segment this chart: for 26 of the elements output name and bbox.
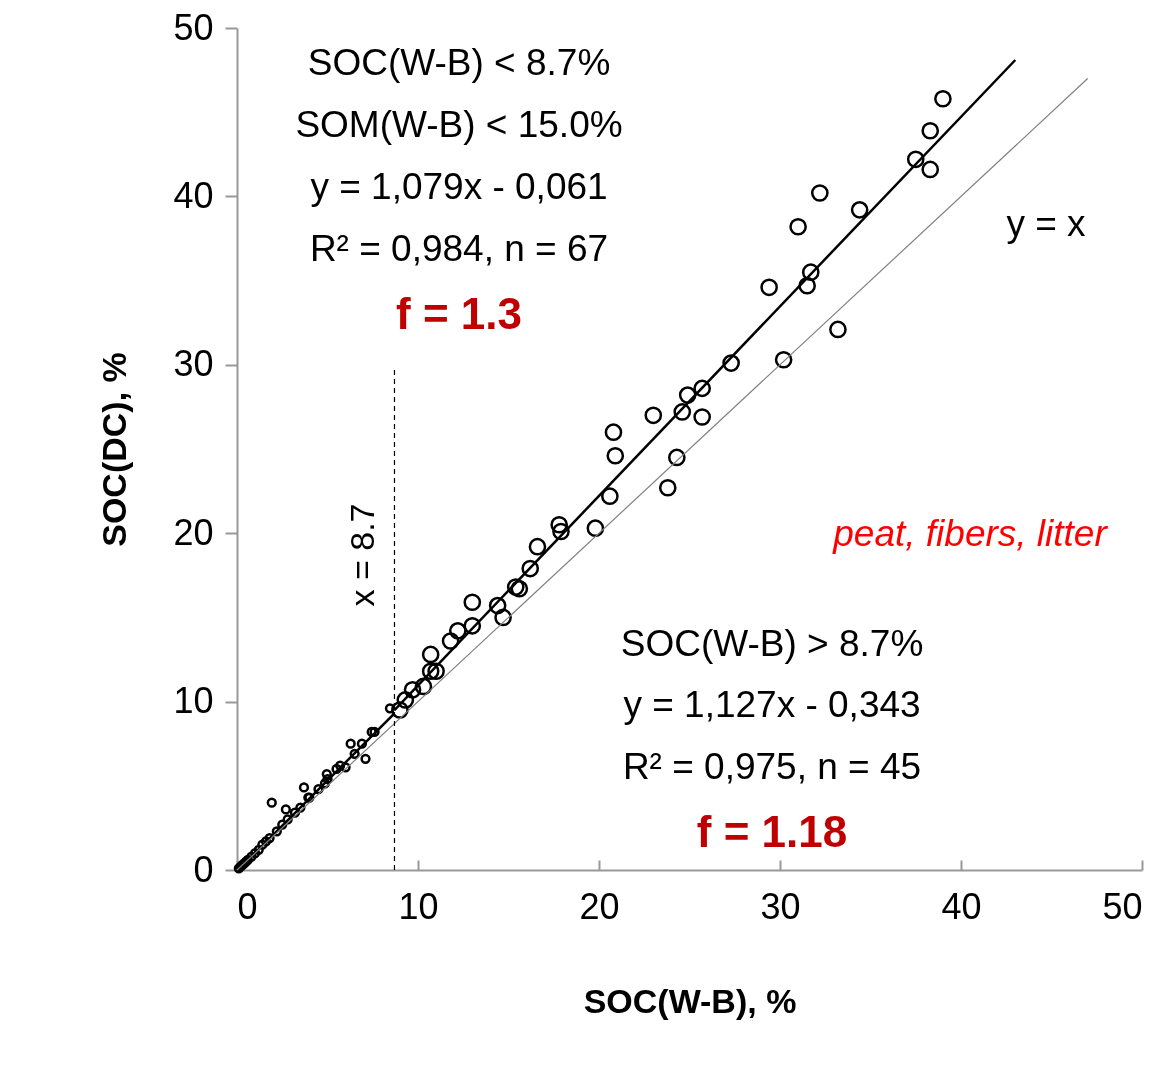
- annotation: R² = 0,975, n = 45: [622, 746, 922, 787]
- x-tick-label: 50: [1102, 885, 1143, 927]
- annotation: SOC(W-B) < 8.7%: [307, 42, 611, 83]
- x-tick-label: 0: [237, 885, 258, 927]
- y-tick-label: 50: [173, 6, 214, 48]
- annotation: f = 1.3: [396, 289, 522, 338]
- y-tick-label: 20: [173, 511, 214, 553]
- annotation: y = x: [1006, 203, 1087, 244]
- annotation: R² = 0,984, n = 67: [309, 228, 609, 269]
- ref-line-label: x = 8.7: [343, 503, 382, 607]
- y-tick-label: 0: [193, 848, 214, 890]
- annotation: SOC(W-B) > 8.7%: [620, 623, 924, 664]
- x-tick-label: 40: [941, 885, 982, 927]
- x-tick-label: 10: [398, 885, 439, 927]
- x-tick-label: 20: [579, 885, 620, 927]
- annotation: y = 1,079x - 0,061: [310, 166, 608, 207]
- y-tick-label: 30: [173, 343, 214, 385]
- x-tick-label: 30: [760, 885, 801, 927]
- annotation: SOM(W-B) < 15.0%: [295, 104, 623, 145]
- annotation: y = 1,127x - 0,343: [623, 684, 921, 725]
- annotation: peat, fibers, litter: [832, 513, 1109, 554]
- y-tick-label: 10: [173, 680, 214, 722]
- x-axis-title: SOC(W-B), %: [583, 981, 797, 1020]
- y-tick-label: 40: [173, 174, 214, 216]
- annotation: f = 1.18: [696, 807, 848, 856]
- y-axis-title: SOC(DC), %: [95, 352, 134, 547]
